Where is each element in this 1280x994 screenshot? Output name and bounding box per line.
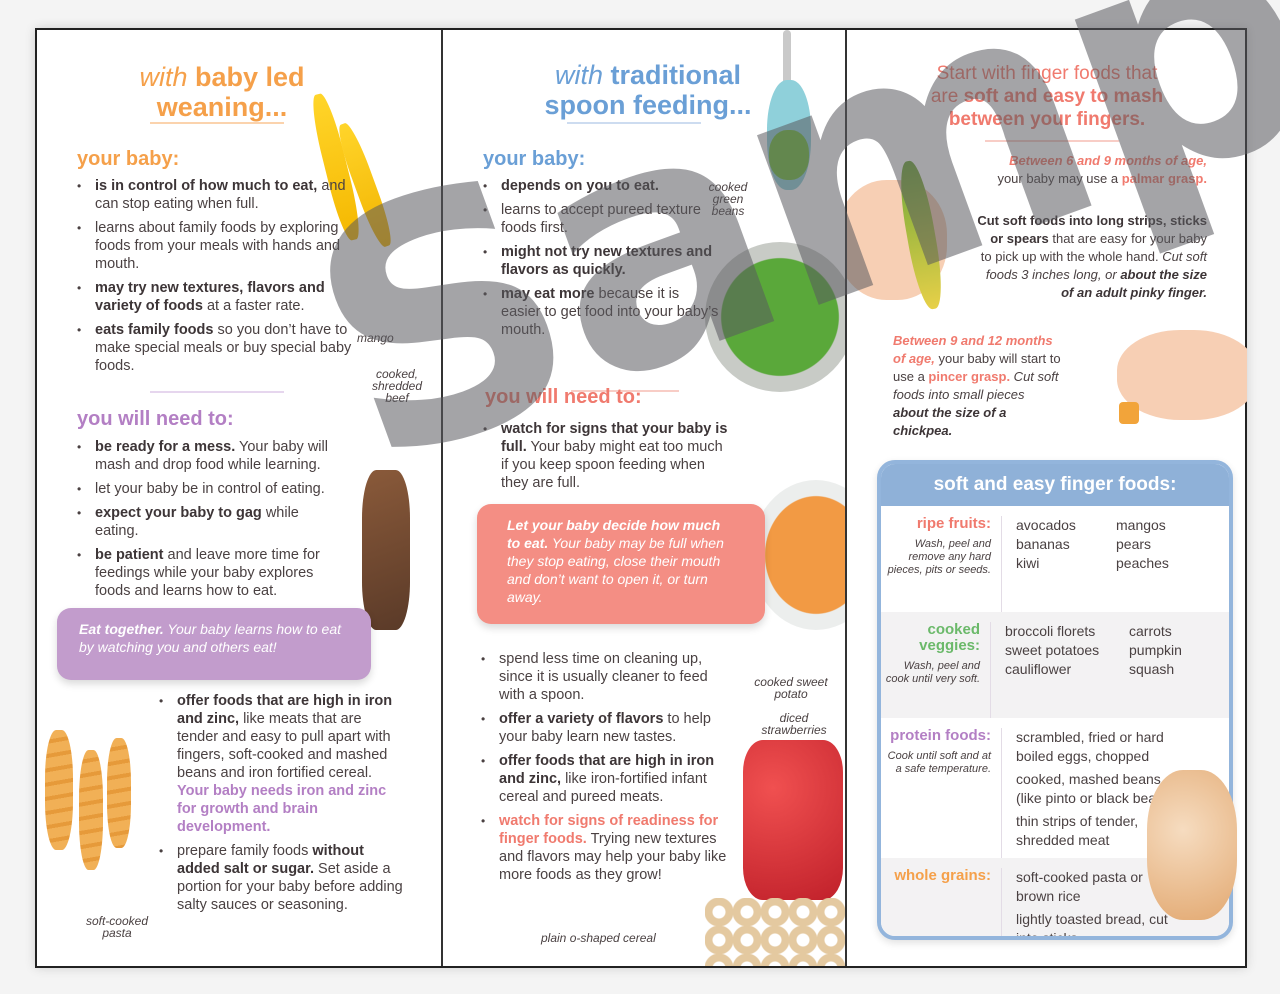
table-row-ripe-fruits: ripe fruits: Wash, peel and remove any h…	[881, 506, 1229, 612]
more-needs-list: spend less time on cleaning up, since it…	[477, 650, 737, 890]
list-item: learns about family foods by exploring f…	[73, 219, 353, 273]
spoon-image	[783, 30, 791, 90]
callout-eat-together: Eat together. Your baby learns how to ea…	[57, 608, 371, 680]
beef-image	[362, 470, 410, 630]
pasta-image-2	[79, 750, 103, 870]
caption-cereal: plain o-shaped cereal	[541, 931, 656, 945]
table-heading: soft and easy finger foods:	[881, 464, 1229, 506]
pasta-image-3	[107, 738, 131, 848]
list-item: prepare family foods without added salt …	[155, 842, 405, 914]
section-heading-you-will-need: you will need to:	[77, 408, 234, 430]
divider	[150, 391, 284, 393]
your-baby-list: is in control of how much to eat, and ca…	[73, 177, 353, 381]
divider	[985, 140, 1119, 142]
list-item: be ready for a mess. Your baby will mash…	[73, 438, 343, 474]
list-item: let your baby be in control of eating.	[73, 480, 343, 498]
section-heading-your-baby: your baby:	[77, 148, 180, 170]
callout-let-baby-decide: Let your baby decide how much to eat. Yo…	[477, 504, 765, 624]
row-label: ripe fruits:	[916, 515, 991, 532]
row-note: Wash, peel and cook until very soft.	[885, 660, 980, 685]
table-row-protein-foods: protein foods: Cook until soft and at a …	[881, 718, 1229, 858]
row-label: protein foods:	[890, 727, 991, 744]
list-item: is in control of how much to eat, and ca…	[73, 177, 353, 213]
list-item: offer a variety of flavors to help your …	[477, 710, 737, 746]
list-item: learns to accept pureed texture foods fi…	[479, 201, 719, 237]
caption-beef: cooked, shredded beef	[371, 367, 423, 405]
divider	[571, 390, 679, 392]
sweet-potato-bowl	[751, 480, 845, 630]
list-item: offer foods that are high in iron and zi…	[477, 752, 737, 806]
list-item: depends on you to eat.	[479, 177, 719, 195]
list-item: may eat more because it is easier to get…	[479, 285, 719, 339]
brochure-sheet: with baby led weaning... mango your baby…	[35, 0, 1280, 968]
divider	[567, 122, 701, 124]
panel-finger-foods: Start with finger foods that are soft an…	[845, 30, 1247, 966]
row-note: Cook until soft and at a safe temperatur…	[887, 750, 991, 775]
list-item: watch for signs that your baby is full. …	[479, 420, 729, 492]
palmar-cut-text: Cut soft foods into long strips, sticks …	[977, 213, 1207, 300]
you-will-need-list: watch for signs that your baby is full. …	[479, 420, 729, 498]
table-row-cooked-veggies: cooked veggies: Wash, peel and cook unti…	[881, 612, 1229, 718]
list-item: expect your baby to gag while eating.	[73, 504, 343, 540]
pincer-grasp-text: Between 9 and 12 months of age, your bab…	[893, 333, 1061, 438]
list-item: be patient and leave more time for feedi…	[73, 546, 343, 600]
caption-strawberries: diced strawberries	[761, 711, 827, 737]
panel-title: with baby led weaning...	[139, 62, 305, 122]
list-item: spend less time on cleaning up, since it…	[477, 650, 737, 704]
list-item: eats family foods so you don’t have to m…	[73, 321, 353, 375]
strawberries-image	[743, 740, 843, 900]
row-note: Wash, peel and remove any hard pieces, p…	[887, 538, 991, 576]
panel-title: with traditional spoon feeding...	[544, 60, 752, 120]
divider	[150, 122, 284, 124]
caption-sweet-potato: cooked sweet potato	[754, 675, 828, 701]
list-item: might not try new textures and flavors a…	[479, 243, 719, 279]
caption-pasta: soft-cooked pasta	[85, 914, 149, 940]
caption-mango: mango	[357, 331, 394, 345]
you-will-need-list: be ready for a mess. Your baby will mash…	[73, 438, 343, 606]
section-heading-you-will-need: you will need to:	[485, 386, 642, 408]
your-baby-list: depends on you to eat. learns to accept …	[479, 177, 719, 345]
section-heading-your-baby: your baby:	[483, 148, 586, 170]
row-label: whole grains:	[894, 867, 991, 884]
food-cube-image	[1119, 402, 1139, 424]
row-label: cooked veggies:	[919, 621, 980, 654]
chicken-pieces-image	[1147, 770, 1237, 920]
panel-baby-led-weaning: with baby led weaning... mango your baby…	[37, 30, 439, 966]
green-beans-puree	[769, 130, 809, 180]
list-item: may try new textures, flavors and variet…	[73, 279, 353, 315]
list-item: watch for signs of readiness for finger …	[477, 812, 737, 884]
palmar-grasp-text: Between 6 and 9 months of age, your baby…	[997, 153, 1207, 186]
list-item: offer foods that are high in iron and zi…	[155, 692, 405, 836]
pasta-image	[45, 730, 73, 850]
green-beans-bowl	[705, 242, 845, 392]
more-needs-list: offer foods that are high in iron and zi…	[155, 692, 405, 920]
cereal-image	[705, 898, 845, 966]
panel-title: Start with finger foods that are soft an…	[930, 63, 1164, 130]
panel-traditional-spoon-feeding: with traditional spoon feeding... cooked…	[441, 30, 845, 966]
